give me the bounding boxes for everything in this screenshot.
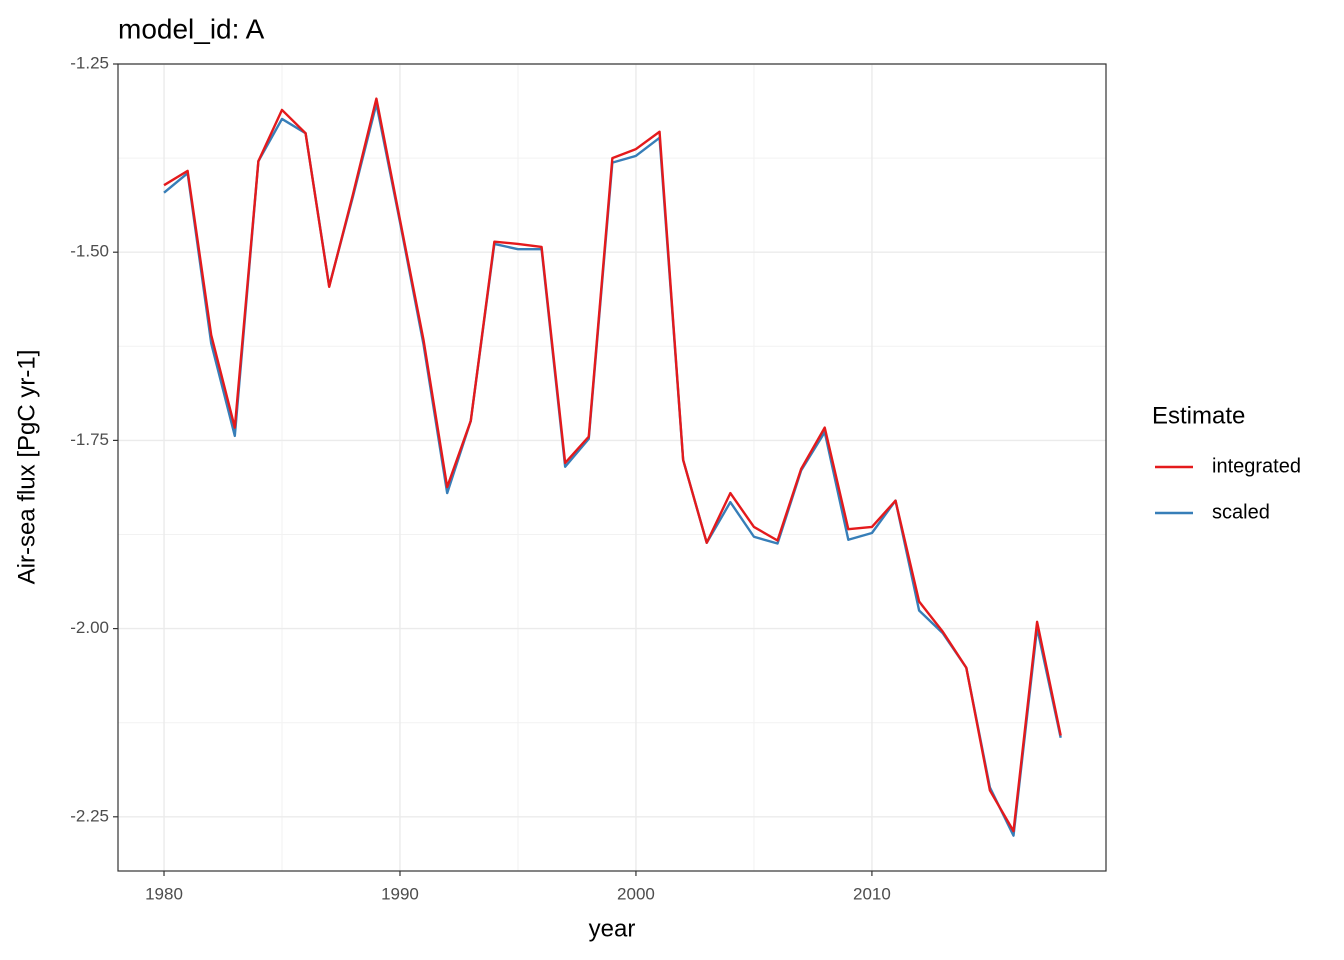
x-axis-label: year bbox=[589, 915, 636, 942]
legend-label: scaled bbox=[1212, 501, 1270, 523]
series-line bbox=[163, 97, 1062, 833]
plot-background bbox=[118, 64, 1106, 871]
x-tick-label: 2010 bbox=[853, 884, 891, 903]
legend-label: integrated bbox=[1212, 455, 1301, 477]
x-tick-label: 2000 bbox=[617, 884, 655, 903]
y-tick-label: -2.00 bbox=[70, 618, 109, 637]
y-axis-label: Air-sea flux [PgC yr-1] bbox=[13, 350, 40, 585]
y-tick-label: -1.75 bbox=[70, 430, 109, 449]
y-tick-label: -1.50 bbox=[70, 242, 109, 261]
legend-title: Estimate bbox=[1152, 402, 1245, 429]
chart-title: model_id: A bbox=[118, 13, 265, 44]
x-tick-label: 1980 bbox=[145, 884, 183, 903]
plot-border bbox=[117, 63, 1107, 872]
x-tick-label: 1990 bbox=[381, 884, 419, 903]
y-tick-label: -1.25 bbox=[70, 53, 109, 72]
y-tick-label: -2.25 bbox=[70, 806, 109, 825]
